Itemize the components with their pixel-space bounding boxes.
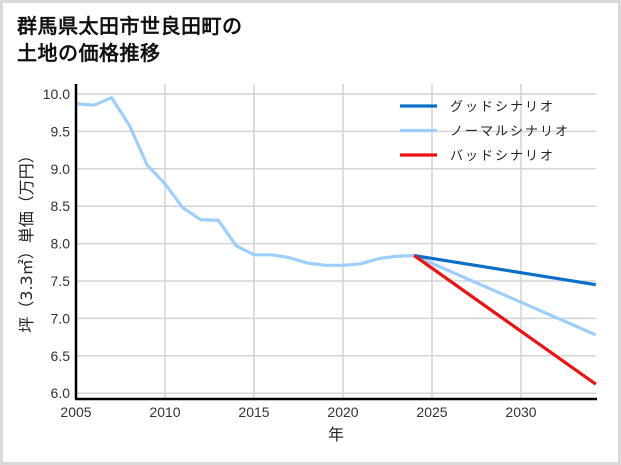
series-line bbox=[413, 254, 597, 287]
x-tick-label: 2005 bbox=[60, 404, 91, 420]
chart-title-line1: 群馬県太田市世良田町の bbox=[17, 14, 243, 38]
x-tick-label: 2030 bbox=[505, 404, 536, 420]
y-tick-labels: 6.0 6.5 7.0 7.5 8.0 8.5 9.0 9.5 10.0 bbox=[43, 86, 70, 401]
x-tick-label: 2015 bbox=[238, 404, 269, 420]
y-axis-label: 坪（3.3㎡）単価（万円） bbox=[17, 147, 36, 332]
series-line bbox=[75, 96, 597, 337]
y-tick-label: 6.0 bbox=[51, 385, 71, 401]
x-tick-label: 2010 bbox=[149, 404, 180, 420]
legend-label: グッドシナリオ bbox=[450, 100, 555, 115]
data-series bbox=[75, 96, 597, 386]
y-tick-label: 8.0 bbox=[51, 236, 71, 252]
y-tick-label: 10.0 bbox=[43, 86, 70, 102]
x-tick-labels: 2005 2010 2015 2020 2025 2030 bbox=[60, 404, 536, 420]
gridlines bbox=[76, 84, 596, 399]
y-tick-label: 7.0 bbox=[51, 310, 71, 326]
chart-title-line2: 土地の価格推移 bbox=[17, 41, 161, 65]
x-tick-label: 2020 bbox=[327, 404, 358, 420]
legend-label: ノーマルシナリオ bbox=[450, 125, 570, 140]
y-tick-label: 8.5 bbox=[51, 198, 71, 214]
x-axis-label: 年 bbox=[328, 425, 344, 444]
x-tick-label: 2025 bbox=[416, 404, 447, 420]
legend-label: バッドシナリオ bbox=[450, 149, 555, 164]
series-line bbox=[413, 254, 597, 386]
y-tick-label: 7.5 bbox=[51, 273, 71, 289]
chart-title: 群馬県太田市世良田町の 土地の価格推移 bbox=[17, 13, 243, 67]
axes bbox=[74, 84, 597, 401]
y-tick-label: 9.5 bbox=[51, 123, 71, 139]
y-tick-label: 9.0 bbox=[51, 161, 71, 177]
y-tick-label: 6.5 bbox=[51, 348, 71, 364]
